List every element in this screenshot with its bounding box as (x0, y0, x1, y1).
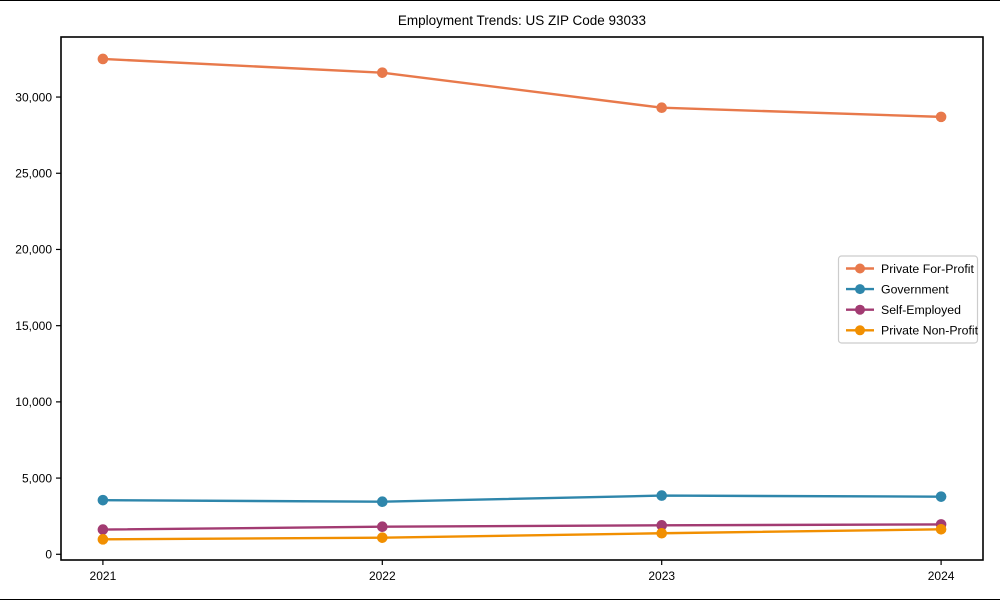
x-axis-tick-label: 2024 (928, 569, 955, 583)
plot-frame (60, 36, 984, 561)
y-axis-tick-label: 25,000 (15, 166, 52, 180)
series-marker-self-employed (377, 521, 388, 532)
series-marker-private-non-profit (97, 534, 109, 545)
series-marker-private-for-profit (377, 67, 388, 78)
series-group (97, 53, 947, 545)
y-axis-tick-label: 0 (45, 547, 52, 561)
legend-marker (855, 263, 865, 274)
legend-marker (855, 325, 865, 336)
legend-label-private-for-profit: Private For-Profit (881, 262, 975, 276)
series-marker-private-for-profit (656, 102, 667, 114)
y-axis-tick-label: 30,000 (15, 90, 52, 104)
series-marker-self-employed (656, 520, 667, 531)
legend-label-private-non-profit: Private Non-Profit (881, 324, 979, 338)
series-marker-government (656, 490, 667, 501)
y-axis-tick-label: 20,000 (15, 243, 52, 257)
series-marker-private-for-profit (935, 111, 947, 123)
series-line-self-employed (102, 523, 942, 531)
series-line-private-for-profit (102, 57, 942, 119)
y-axis-tick-label: 5,000 (22, 471, 52, 485)
chart-title: Employment Trends: US ZIP Code 93033 (398, 13, 646, 28)
x-axis-tick-label: 2021 (90, 569, 117, 583)
x-axis: 2021 2022 2023 2024 (90, 560, 955, 583)
x-axis-tick-label: 2023 (648, 569, 675, 583)
series-marker-private-for-profit (97, 53, 109, 65)
legend: Private For-Profit Government Self-Employe… (837, 255, 979, 344)
series-marker-self-employed (97, 524, 109, 535)
y-axis: 0 5,000 10,000 15,000 20,000 25,000 30,000 (15, 90, 61, 561)
y-axis-tick-label: 10,000 (15, 395, 52, 409)
legend-label-government: Government (881, 282, 949, 296)
series-marker-private-non-profit (935, 523, 947, 535)
x-axis-tick-label: 2022 (369, 569, 396, 583)
series-marker-government (377, 496, 388, 508)
legend-label-self-employed: Self-Employed (881, 303, 961, 317)
series-marker-government (935, 491, 947, 502)
series-line-private-non-profit (102, 528, 942, 541)
series-marker-government (97, 494, 109, 506)
y-axis-tick-label: 15,000 (15, 319, 52, 333)
series-marker-private-non-profit (377, 532, 388, 543)
legend-box (837, 255, 979, 344)
series-line-government (102, 494, 942, 503)
legend-marker (855, 304, 865, 315)
legend-marker (855, 284, 865, 295)
series-marker-private-non-profit (656, 527, 667, 539)
